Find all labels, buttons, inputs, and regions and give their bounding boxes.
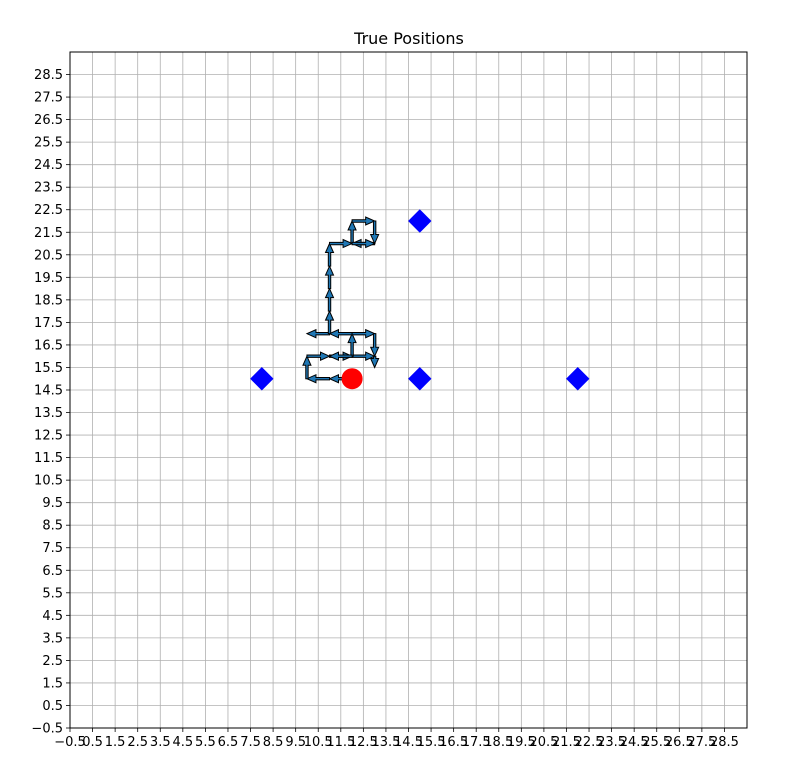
trajectory-arrow xyxy=(328,351,353,361)
y-tick-label: 16.5 xyxy=(34,338,63,353)
y-tick-label: 13.5 xyxy=(34,406,63,421)
landmark-marker xyxy=(566,367,590,391)
y-tick-label: 23.5 xyxy=(34,181,63,196)
x-tick-label: 19.5 xyxy=(507,735,536,750)
y-tick-label: 9.5 xyxy=(42,496,63,511)
x-tick-label: 26.5 xyxy=(665,735,694,750)
agent-marker-group xyxy=(341,368,363,390)
trajectory-arrow xyxy=(324,242,335,267)
y-tick-label: 27.5 xyxy=(34,91,63,106)
x-tick-label: 17.5 xyxy=(462,735,491,750)
x-tick-label: 20.5 xyxy=(529,735,558,750)
y-tick-label: 24.5 xyxy=(34,158,63,173)
x-tick-label: 12.5 xyxy=(349,735,378,750)
x-tick-label: 22.5 xyxy=(575,735,604,750)
trajectory-arrow xyxy=(324,264,335,290)
y-tick-label: 1.5 xyxy=(42,676,63,691)
x-tick-label: 6.5 xyxy=(218,735,239,750)
x-tick-label: 23.5 xyxy=(597,735,626,750)
trajectory-arrow xyxy=(351,351,376,361)
trajectory-arrow xyxy=(369,220,380,245)
y-tick-label: 0.5 xyxy=(42,699,63,714)
trajectory-arrow xyxy=(351,238,376,249)
x-tick-label: 11.5 xyxy=(326,735,355,750)
x-tick-label: 14.5 xyxy=(394,735,423,750)
y-tick-label: 6.5 xyxy=(42,564,63,579)
trajectory-arrow xyxy=(324,287,335,312)
trajectory-arrow xyxy=(305,373,331,384)
trajectory-arrow xyxy=(369,355,380,369)
y-tick-label: 20.5 xyxy=(34,248,63,263)
x-tick-label: 5.5 xyxy=(195,735,216,750)
landmark-markers xyxy=(250,209,590,391)
trajectory-arrow xyxy=(351,328,376,339)
y-tick-label: 19.5 xyxy=(34,271,63,286)
y-tick-label: 14.5 xyxy=(34,384,63,399)
x-tick-label: 7.5 xyxy=(240,735,261,750)
y-tick-label: 11.5 xyxy=(34,451,63,466)
x-tick-label: 3.5 xyxy=(150,735,171,750)
x-tick-label: 27.5 xyxy=(687,735,716,750)
y-axis: −0.5 0.5 1.5 2.5 3.5 4.5 5.5 6.5 7.5 8.5 9.5 10.5 11… xyxy=(31,68,70,737)
y-tick-label: 2.5 xyxy=(42,654,63,669)
trajectory-arrow xyxy=(351,216,376,226)
trajectory-arrow xyxy=(305,328,331,339)
y-tick-label: 22.5 xyxy=(34,203,63,218)
x-axis: −0.50.5 1.5 2.5 3.5 4.5 5.5 6.5 7.5 8.5 9.510.511… xyxy=(54,728,739,750)
y-tick-label: 21.5 xyxy=(34,226,63,241)
y-tick-label: 28.5 xyxy=(34,68,63,83)
x-tick-label: 25.5 xyxy=(642,735,671,750)
y-tick-label: 12.5 xyxy=(34,429,63,444)
y-tick-label: 8.5 xyxy=(42,519,63,534)
landmark-marker xyxy=(408,367,432,391)
y-tick-label: 7.5 xyxy=(42,541,63,556)
y-tick-label: 15.5 xyxy=(34,361,63,376)
x-tick-label: 8.5 xyxy=(263,735,284,750)
x-tick-label: 2.5 xyxy=(127,735,148,750)
trajectory-arrow xyxy=(329,238,354,249)
y-tick-label: 26.5 xyxy=(34,113,63,128)
y-tick-label: −0.5 xyxy=(31,722,63,737)
y-tick-label: 17.5 xyxy=(34,316,63,331)
x-tick-label: 0.5 xyxy=(82,735,103,750)
y-tick-label: 18.5 xyxy=(34,293,63,308)
trajectory-arrows xyxy=(302,216,380,384)
trajectory-arrow xyxy=(302,354,312,380)
trajectory-arrow xyxy=(347,219,357,245)
y-tick-label: 4.5 xyxy=(42,609,63,624)
grid xyxy=(69,52,747,729)
x-tick-label: 28.5 xyxy=(710,735,739,750)
y-tick-label: 10.5 xyxy=(34,474,63,489)
trajectory-arrow xyxy=(369,333,380,358)
x-tick-label: 4.5 xyxy=(172,735,193,750)
y-tick-label: 5.5 xyxy=(42,586,63,601)
x-tick-label: 18.5 xyxy=(484,735,513,750)
trajectory-arrow xyxy=(306,351,331,361)
x-tick-label: 15.5 xyxy=(417,735,446,750)
trajectory-arrow xyxy=(324,309,335,335)
x-tick-label: 16.5 xyxy=(439,735,468,750)
y-tick-label: 3.5 xyxy=(42,631,63,646)
landmark-marker xyxy=(408,209,432,233)
trajectory-arrow xyxy=(347,332,357,357)
landmark-marker xyxy=(250,367,274,391)
chart-title: True Positions xyxy=(353,29,464,48)
x-tick-label: 9.5 xyxy=(285,735,306,750)
trajectory-arrow xyxy=(328,328,353,339)
plot-frame xyxy=(69,51,748,729)
x-tick-label: 24.5 xyxy=(620,735,649,750)
agent-marker xyxy=(341,368,363,390)
y-tick-label: 25.5 xyxy=(34,136,63,151)
x-tick-label: 10.5 xyxy=(304,735,333,750)
x-tick-label: 21.5 xyxy=(552,735,581,750)
x-tick-label: 1.5 xyxy=(105,735,126,750)
x-tick-label: 13.5 xyxy=(371,735,400,750)
x-tick-label: −0.5 xyxy=(54,735,86,750)
